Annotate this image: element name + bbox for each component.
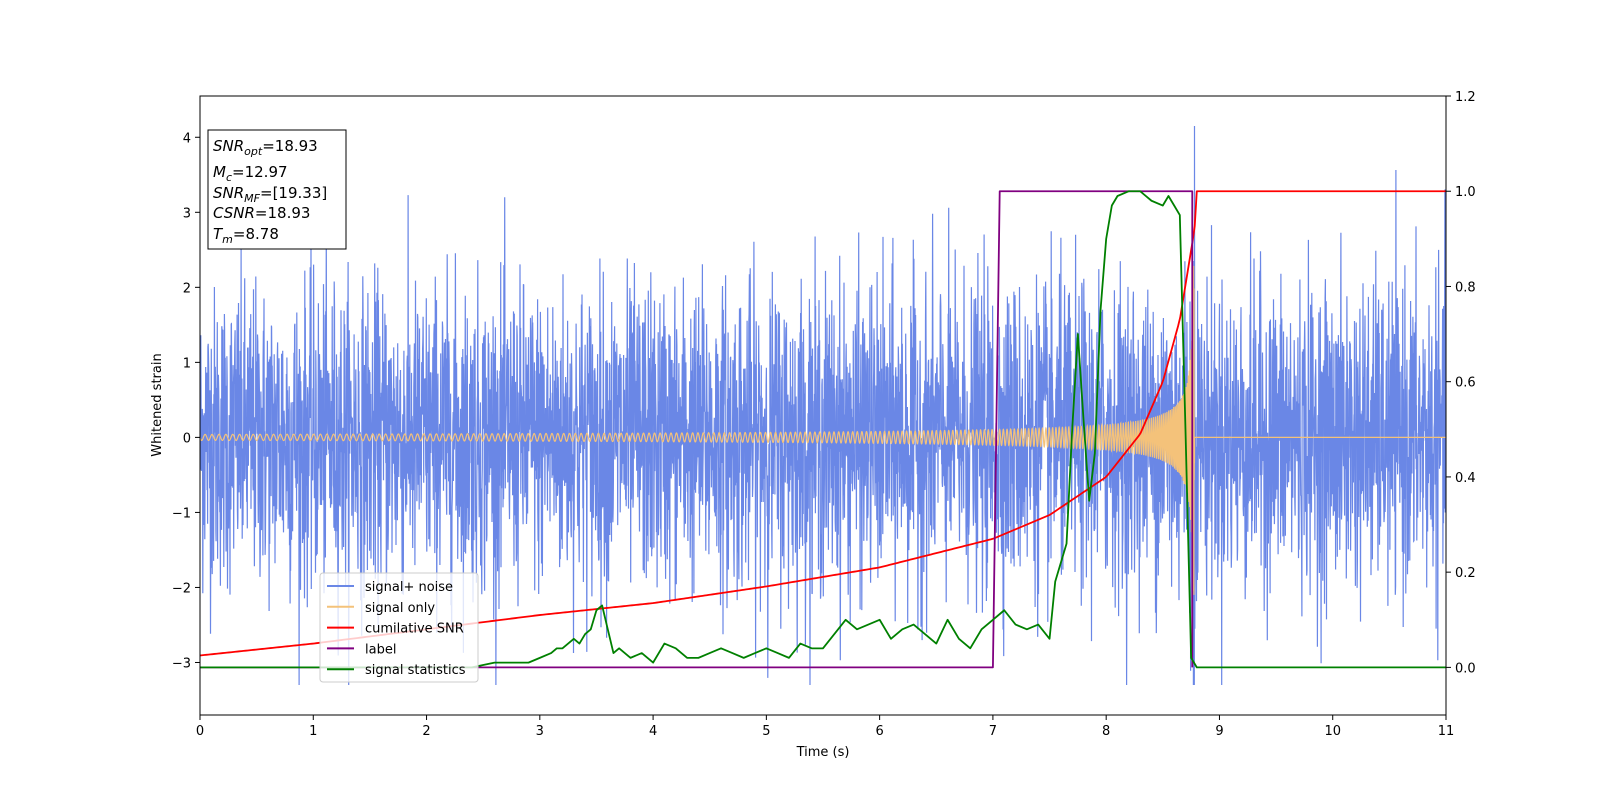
legend-label: cumilative SNR xyxy=(365,622,464,637)
y-tick-label: 1 xyxy=(183,356,191,371)
x-ticks: 0 1 2 3 4 5 6 7 8 9 10 11 xyxy=(196,715,1454,739)
y-tick-label: 3 xyxy=(183,206,191,221)
x-tick-label: 4 xyxy=(649,724,657,739)
y2-tick-label: 0.2 xyxy=(1455,566,1476,581)
x-axis-label: Time (s) xyxy=(796,745,850,760)
y-axis-label: Whitened strain xyxy=(150,353,165,456)
legend-label: signal+ noise xyxy=(365,580,453,595)
y2-tick-label: 1.2 xyxy=(1455,90,1476,105)
legend-frame xyxy=(319,572,479,683)
x-tick-label: 9 xyxy=(1215,724,1223,739)
stats-snr-mf: SNRMF=[19.33] xyxy=(213,184,327,205)
y-tick-label: 2 xyxy=(183,281,191,296)
x-tick-label: 0 xyxy=(196,724,204,739)
x-tick-label: 5 xyxy=(762,724,770,739)
y-tick-label: 0 xyxy=(183,431,191,446)
x-tick-label: 10 xyxy=(1324,724,1341,739)
y2-tick-label: 0.6 xyxy=(1455,376,1476,391)
x-tick-label: 2 xyxy=(422,724,430,739)
y-tick-label: −1 xyxy=(172,506,191,521)
y-ticks: −3 −2 −1 0 1 2 3 4 xyxy=(172,131,200,671)
y2-ticks: 0.0 0.2 0.4 0.6 0.8 1.0 1.2 xyxy=(1446,90,1476,676)
x-tick-label: 7 xyxy=(989,724,997,739)
x-tick-label: 1 xyxy=(309,724,317,739)
stats-box: SNRopt=18.93 Mc=12.97 SNRMF=[19.33] CSNR… xyxy=(207,129,347,250)
stats-csnr: CSNR=18.93 xyxy=(213,204,310,222)
plot-frame xyxy=(199,95,1447,716)
x-tick-label: 11 xyxy=(1438,724,1455,739)
stats-box-frame xyxy=(207,129,347,250)
y-tick-label: −3 xyxy=(172,656,191,671)
y-tick-label: −2 xyxy=(172,581,191,596)
x-tick-label: 8 xyxy=(1102,724,1110,739)
y2-tick-label: 0.0 xyxy=(1455,661,1476,676)
series-signal-statistics xyxy=(200,190,1446,669)
y2-tick-label: 0.8 xyxy=(1455,280,1476,295)
x-tick-label: 3 xyxy=(536,724,544,739)
y-tick-label: 4 xyxy=(183,131,191,146)
legend: signal+ noise signal only cumilative SNR la… xyxy=(319,572,479,683)
series-label xyxy=(200,190,1194,669)
y2-tick-label: 0.4 xyxy=(1455,471,1476,486)
stats-snr-opt: SNRopt=18.93 xyxy=(213,137,318,158)
stats-mc: Mc=12.97 xyxy=(213,163,288,184)
stats-tm: Tm=8.78 xyxy=(213,225,279,246)
legend-label: label xyxy=(365,642,396,657)
y2-tick-label: 1.0 xyxy=(1455,185,1476,200)
legend-label: signal statistics xyxy=(365,663,466,678)
series-signal-noise xyxy=(200,125,1446,686)
x-tick-label: 6 xyxy=(875,724,883,739)
legend-items: signal+ noise signal only cumilative SNR la… xyxy=(327,580,466,678)
legend-label: signal only xyxy=(365,601,435,616)
series-signal-only xyxy=(200,265,1446,595)
